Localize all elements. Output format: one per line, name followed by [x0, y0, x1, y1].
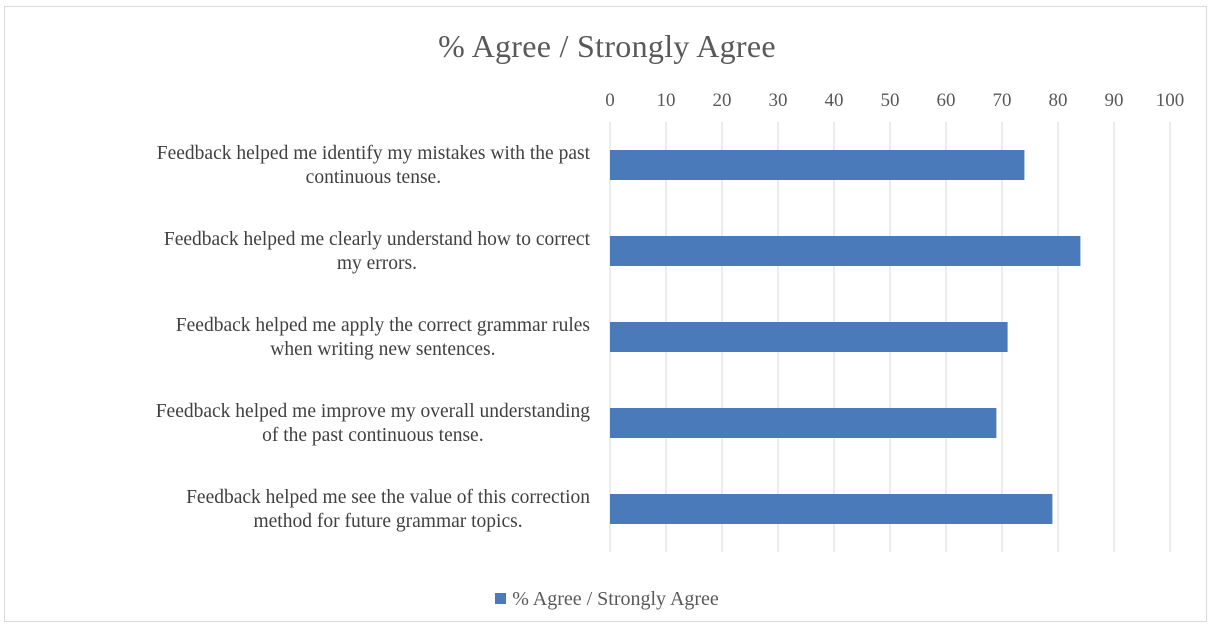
category-label-line: of the past continuous tense.: [262, 425, 484, 446]
category-labels: Feedback helped me identify my mistakes …: [156, 143, 591, 532]
x-tick-label: 90: [1105, 90, 1124, 111]
x-tick-label: 40: [825, 90, 844, 111]
bars: [610, 150, 1081, 524]
category-label-line: method for future grammar topics.: [253, 511, 522, 532]
x-tick-label: 30: [769, 90, 788, 111]
category-label-line: continuous tense.: [306, 167, 441, 188]
bar: [610, 408, 997, 438]
category-label: Feedback helped me clearly understand ho…: [164, 229, 591, 274]
x-tick-label: 0: [605, 90, 615, 111]
bar: [610, 494, 1053, 524]
legend: % Agree / Strongly Agree: [0, 588, 1214, 611]
x-axis-tick-labels: 0 10 20 30 40 50 60 70 80 90 100: [605, 90, 1184, 111]
bar: [610, 150, 1025, 180]
category-label-line: my errors.: [337, 253, 417, 274]
legend-label: % Agree / Strongly Agree: [512, 588, 719, 610]
chart-title: % Agree / Strongly Agree: [438, 28, 776, 64]
x-tick-label: 50: [881, 90, 900, 111]
x-tick-label: 10: [657, 90, 676, 111]
bar: [610, 236, 1081, 266]
category-label-line: Feedback helped me identify my mistakes …: [157, 143, 591, 164]
category-label: Feedback helped me improve my overall un…: [156, 401, 591, 446]
legend-swatch: [495, 593, 507, 604]
x-tick-label: 70: [993, 90, 1012, 111]
category-label-line: Feedback helped me clearly understand ho…: [164, 229, 591, 250]
x-tick-label: 20: [713, 90, 732, 111]
x-tick-label: 80: [1049, 90, 1068, 111]
category-label-line: Feedback helped me apply the correct gra…: [176, 315, 590, 336]
x-tick-label: 100: [1156, 90, 1185, 111]
category-label-line: when writing new sentences.: [270, 339, 495, 360]
category-label-line: Feedback helped me improve my overall un…: [156, 401, 591, 422]
category-label-line: Feedback helped me see the value of this…: [186, 487, 590, 508]
x-tick-label: 60: [937, 90, 956, 111]
category-label: Feedback helped me apply the correct gra…: [176, 315, 590, 360]
category-label: Feedback helped me see the value of this…: [186, 487, 590, 532]
category-label: Feedback helped me identify my mistakes …: [157, 143, 591, 188]
bar: [610, 322, 1008, 352]
